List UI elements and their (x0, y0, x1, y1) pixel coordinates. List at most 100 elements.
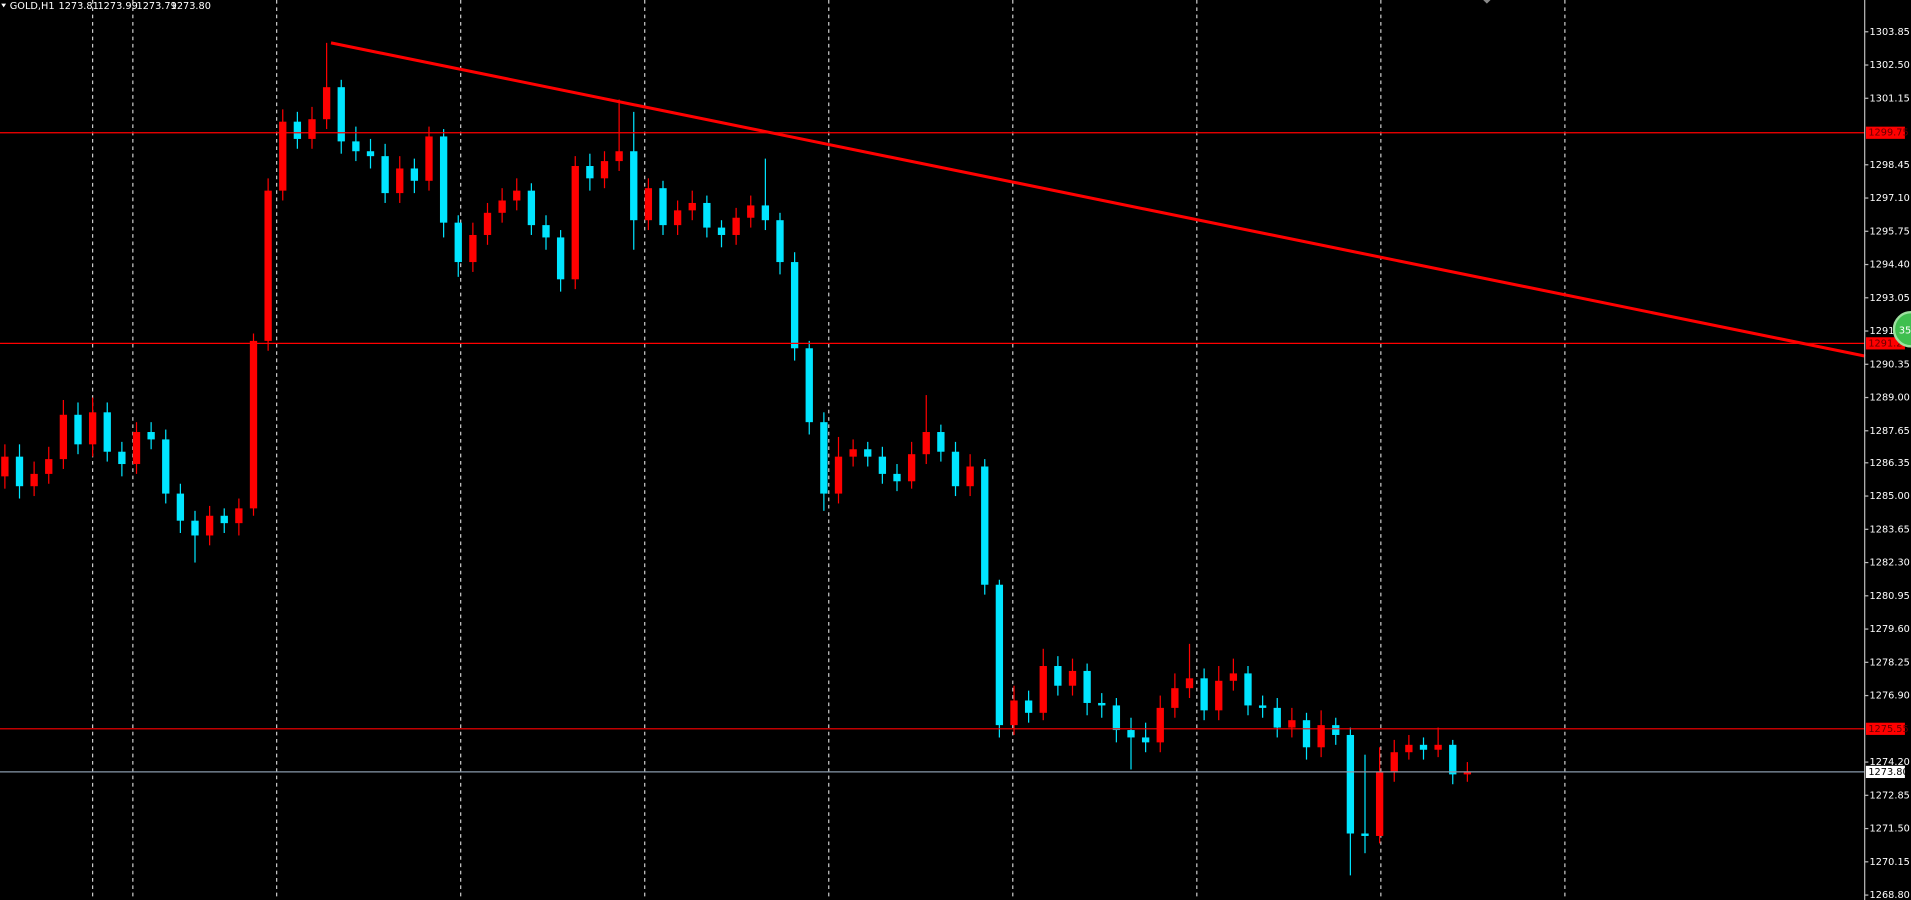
candle-body (1054, 666, 1062, 686)
line-price-tag (1865, 337, 1905, 350)
candle-body (834, 456, 843, 494)
candle-body (951, 451, 960, 487)
y-tick-label: 1285.00 (1870, 491, 1910, 502)
candle-body (147, 432, 155, 440)
ohlc-high: 1273.99 (97, 1, 137, 12)
candle-body (454, 222, 462, 263)
trade-badge[interactable] (1892, 310, 1911, 348)
y-tick-label: 1287.65 (1870, 426, 1910, 437)
candle-body (1068, 670, 1077, 686)
candle-body (732, 217, 740, 235)
candle-body (1258, 705, 1267, 708)
candle-body (1200, 678, 1208, 711)
candle-body (981, 466, 989, 585)
candle-body (747, 205, 755, 218)
candle-body (1419, 744, 1428, 750)
candle-body (688, 202, 696, 211)
y-tick-label: 1291 (1870, 326, 1895, 337)
y-tick-label: 1268.80 (1870, 890, 1910, 900)
candle-body (103, 412, 111, 452)
candle-body (907, 454, 916, 482)
line-price-label: 1299.75 (1868, 128, 1908, 139)
candle-body (1332, 725, 1340, 735)
candle-body (1302, 720, 1311, 748)
menu-arrow[interactable] (1, 3, 7, 8)
candle-body (410, 168, 419, 181)
candle-body (1, 456, 9, 477)
candle-body (1390, 752, 1398, 772)
symbol-label: GOLD,H1 (10, 1, 55, 12)
candle-body (132, 432, 141, 465)
candle-body (162, 439, 170, 494)
candle-body (600, 161, 609, 179)
y-tick-label: 1295.75 (1870, 226, 1910, 237)
candle-body (381, 156, 389, 194)
candle-body (439, 136, 448, 223)
ohlc-close: 1273.80 (171, 1, 211, 12)
candle-body (1185, 678, 1194, 689)
ohlc-open: 1273.81 (59, 1, 99, 12)
y-tick-label: 1271.50 (1870, 824, 1910, 835)
candle-body (205, 515, 214, 536)
y-tick-label: 1282.30 (1870, 558, 1910, 569)
candle-body (1244, 673, 1252, 706)
candle-body (615, 151, 623, 162)
candle-body (820, 422, 828, 494)
candle-body (761, 205, 770, 221)
candle-body (527, 190, 536, 226)
candle-body (776, 220, 784, 263)
candle-body (30, 473, 38, 487)
candle-body (1024, 700, 1033, 713)
candle-body (1156, 707, 1164, 743)
candle-body (1215, 680, 1223, 711)
candle-body (88, 412, 97, 445)
y-tick-label: 1303.85 (1870, 27, 1910, 38)
candle-body (118, 451, 126, 465)
line-price-label: 1275.55 (1868, 724, 1908, 735)
y-tick-label: 1302.50 (1870, 60, 1910, 71)
candle-body (659, 188, 667, 226)
candle-body (571, 166, 579, 280)
candle-body (1141, 737, 1150, 743)
candle-body (279, 121, 287, 191)
candle-body (469, 234, 477, 263)
candle-body (1449, 744, 1457, 775)
y-tick-label: 1270.15 (1870, 857, 1910, 868)
candle-body (1346, 734, 1355, 834)
candle-body (1405, 744, 1413, 753)
candle-body (1434, 744, 1442, 750)
current-price-tag (1865, 765, 1905, 779)
candle-body (352, 141, 360, 152)
line-price-tag (1865, 722, 1905, 735)
candle-body (1083, 670, 1091, 703)
y-tick-label: 1274.20 (1870, 757, 1910, 768)
candle-body (1288, 720, 1296, 728)
candle-body (366, 151, 375, 157)
candle-body (922, 432, 930, 455)
candle-body (425, 136, 433, 181)
candle-body (249, 340, 258, 509)
ohlc-low: 1273.79 (136, 1, 176, 12)
candle-body (849, 449, 857, 457)
candle-body (308, 119, 316, 139)
line-price-tag (1865, 126, 1905, 139)
candle-body (191, 520, 199, 536)
candle-body (59, 414, 68, 460)
candle-body (1112, 705, 1121, 731)
candle-body (1361, 833, 1369, 836)
candle-body (483, 212, 492, 235)
candle-body (1463, 771, 1472, 775)
candle-body (1127, 730, 1135, 738)
candle-body (878, 456, 887, 474)
y-tick-label: 1279.60 (1870, 624, 1910, 635)
candle-body (396, 168, 404, 194)
current-price-label: 1273.80 (1868, 767, 1908, 778)
trendline (330, 41, 1866, 358)
candle-body (717, 227, 726, 235)
candle-body (586, 166, 594, 179)
candle-body (1229, 673, 1238, 681)
candle-body (1273, 707, 1281, 728)
candle-body (337, 87, 345, 142)
